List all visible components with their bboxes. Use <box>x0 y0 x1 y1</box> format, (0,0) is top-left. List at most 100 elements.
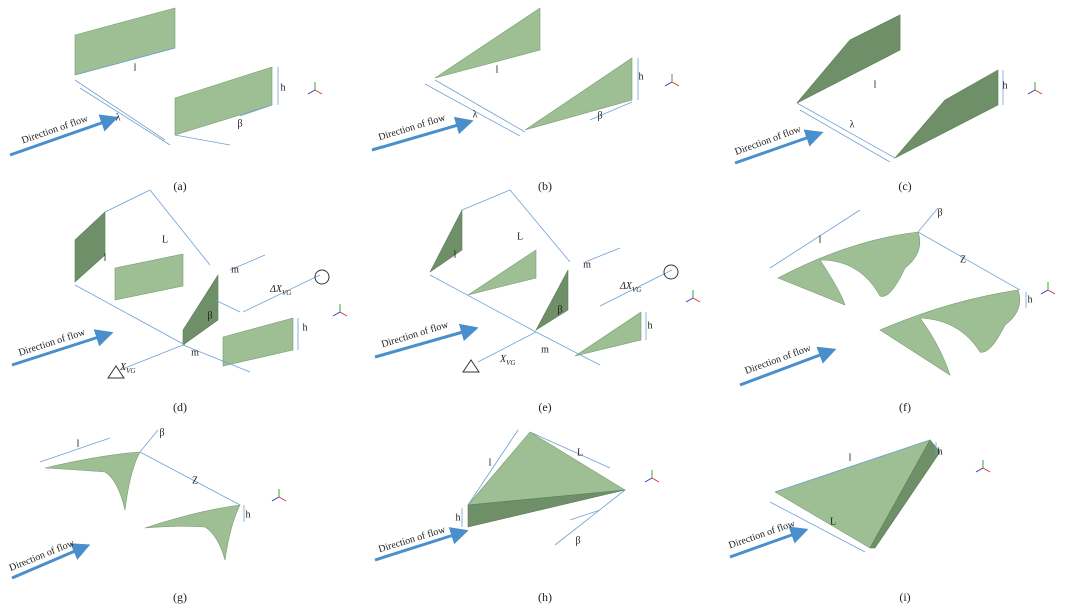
dimension-label: h <box>456 512 461 523</box>
dimension-label: h <box>246 509 251 520</box>
axis-z <box>1027 89 1036 95</box>
dimension-label: ΔXVG <box>619 281 641 293</box>
dimension-line <box>242 274 321 313</box>
vg-face <box>879 289 1021 376</box>
caption: (e) <box>538 400 551 414</box>
label-sub: VG <box>506 359 515 367</box>
origin-marker <box>107 365 125 379</box>
axis-x <box>1034 89 1043 95</box>
label-sub: VG <box>126 367 135 375</box>
flow-arrow <box>374 527 469 562</box>
vg-face <box>434 7 541 79</box>
dimension-line <box>104 189 151 213</box>
axis-x <box>651 477 660 483</box>
label-main: X <box>499 354 507 365</box>
label-main: ΔX <box>619 281 633 292</box>
origin-marker <box>663 264 679 280</box>
dimension-label: λ <box>116 112 121 123</box>
dimension-line <box>917 207 939 233</box>
caption: (f) <box>899 400 911 414</box>
dimension-label: XVG <box>499 354 515 366</box>
dimension-line <box>769 501 866 553</box>
axis-x <box>339 311 348 317</box>
flow-arrow <box>9 114 119 157</box>
dimension-line <box>74 79 166 141</box>
dimension-label: l <box>489 457 492 468</box>
dimension-label: β <box>207 310 212 321</box>
vg-face <box>222 317 294 367</box>
vg-face <box>869 439 941 549</box>
dimension-label: L <box>517 231 523 242</box>
dimension-label: h <box>303 322 308 333</box>
dimension-line <box>182 344 251 373</box>
dimension-label: l <box>496 64 499 75</box>
dimension-label: l <box>849 452 852 463</box>
dimension-label: l <box>874 79 877 90</box>
dimension-line <box>796 102 896 159</box>
flow-arrow <box>11 329 114 367</box>
axis-z <box>644 477 653 483</box>
dimension-line <box>774 439 931 493</box>
vg-face <box>74 211 106 283</box>
flow-arrow <box>374 323 479 359</box>
vg-face <box>894 69 999 159</box>
dimension-line <box>599 269 673 307</box>
dimension-line <box>589 101 633 121</box>
dimension-line <box>509 189 571 263</box>
dimension-label: l <box>77 438 80 449</box>
caption: (h) <box>538 590 552 604</box>
vg-face <box>429 209 463 273</box>
axis-z <box>1040 289 1049 295</box>
dimension-label: Z <box>960 254 966 265</box>
dimension-line <box>139 451 241 506</box>
label-main: X <box>119 362 127 373</box>
axis-z <box>685 297 694 303</box>
dimension-label: β <box>597 110 602 121</box>
dimension-label: XVG <box>119 362 135 374</box>
vg-face <box>44 451 141 511</box>
label-main: ΔX <box>269 284 283 295</box>
label-sub: VG <box>282 289 291 297</box>
vg-face <box>524 57 633 131</box>
dimension-line <box>214 299 241 313</box>
dimension-line <box>584 247 621 263</box>
dimension-label: λ <box>473 109 478 120</box>
vg-face <box>74 7 176 76</box>
axis-x <box>314 89 323 95</box>
dimension-line <box>139 429 159 453</box>
caption: (i) <box>899 590 910 604</box>
origin-marker <box>314 269 330 285</box>
dimension-label: ΔXVG <box>269 284 291 296</box>
dimension-label: Z <box>192 475 198 486</box>
dimension-label: m <box>583 259 591 270</box>
dimension-line <box>74 284 186 346</box>
dimension-label: l <box>134 62 137 73</box>
axis-x <box>278 496 287 502</box>
axis-z <box>307 89 316 95</box>
flow-arrow <box>371 116 474 152</box>
dimension-label: L <box>830 516 836 527</box>
dimension-label: β <box>575 535 580 546</box>
vg-face <box>574 311 642 357</box>
dimension-label: m <box>231 264 239 275</box>
dimension-label: β <box>557 304 562 315</box>
vg-face <box>114 253 184 301</box>
dimension-line <box>569 509 601 521</box>
axis-x <box>671 81 680 87</box>
vg-face <box>144 504 241 561</box>
caption: (b) <box>538 179 552 193</box>
caption: (c) <box>898 179 911 193</box>
vg-face <box>467 489 626 528</box>
dimension-label: λ <box>850 119 855 130</box>
flow-arrow <box>729 526 809 559</box>
dimension-label: h <box>1028 294 1033 305</box>
origin-marker <box>462 359 480 373</box>
dimension-line <box>239 104 273 117</box>
vg-face <box>535 269 569 331</box>
dimension-label: m <box>191 347 199 358</box>
dimension-label: β <box>159 427 164 438</box>
vg-face <box>777 231 921 306</box>
flow-arrow <box>734 129 824 165</box>
axis-z <box>664 81 673 87</box>
dimension-label: L <box>162 234 168 245</box>
